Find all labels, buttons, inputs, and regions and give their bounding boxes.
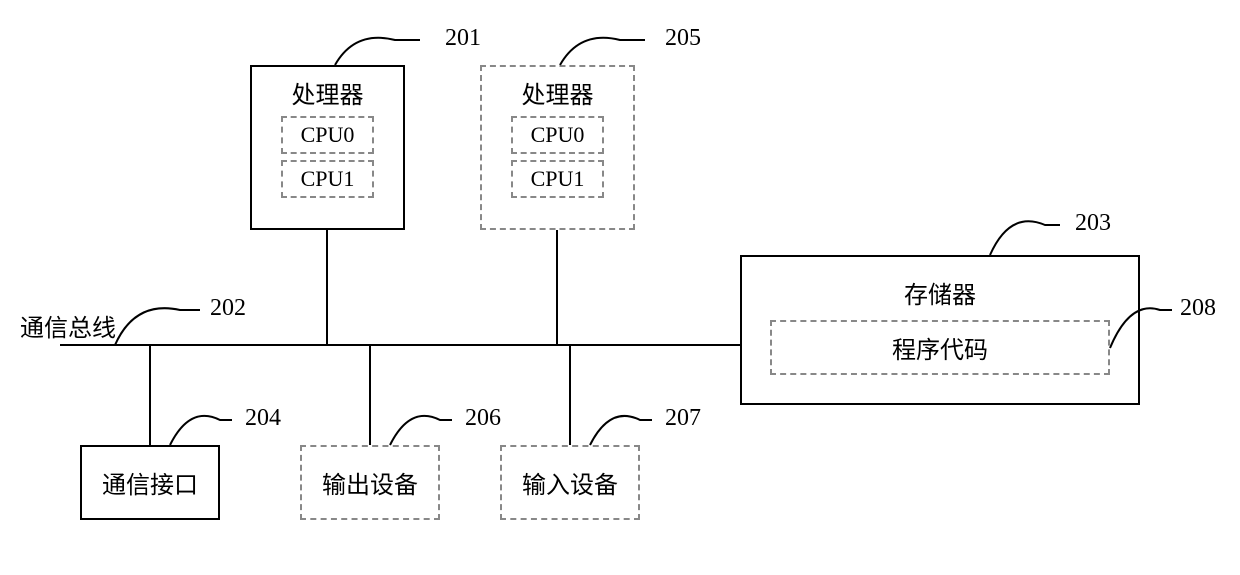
processor-201-cpu1: CPU1 [281, 160, 375, 198]
processor-205-title: 处理器 [522, 75, 594, 110]
memory-203-title: 存储器 [904, 275, 976, 310]
output-device-title: 输出设备 [322, 465, 418, 500]
ref-203: 203 [1075, 210, 1111, 237]
ref-201: 201 [445, 25, 481, 52]
output-device-206: 输出设备 [300, 445, 440, 520]
ref-208: 208 [1180, 295, 1216, 322]
ref-207: 207 [665, 405, 701, 432]
processor-205: 处理器 CPU0 CPU1 [480, 65, 635, 230]
comm-interface-204: 通信接口 [80, 445, 220, 520]
program-code-label: 程序代码 [892, 330, 988, 365]
ref-206: 206 [465, 405, 501, 432]
program-code-208: 程序代码 [770, 320, 1110, 375]
processor-205-cpu0: CPU0 [511, 116, 605, 154]
processor-201: 处理器 CPU0 CPU1 [250, 65, 405, 230]
ref-205: 205 [665, 25, 701, 52]
input-device-title: 输入设备 [522, 465, 618, 500]
processor-201-title: 处理器 [292, 75, 364, 110]
input-device-207: 输入设备 [500, 445, 640, 520]
comm-interface-title: 通信接口 [102, 465, 198, 500]
ref-202: 202 [210, 295, 246, 322]
processor-201-cpu0: CPU0 [281, 116, 375, 154]
bus-label: 通信总线 [20, 308, 116, 343]
ref-204: 204 [245, 405, 281, 432]
processor-205-cpu1: CPU1 [511, 160, 605, 198]
